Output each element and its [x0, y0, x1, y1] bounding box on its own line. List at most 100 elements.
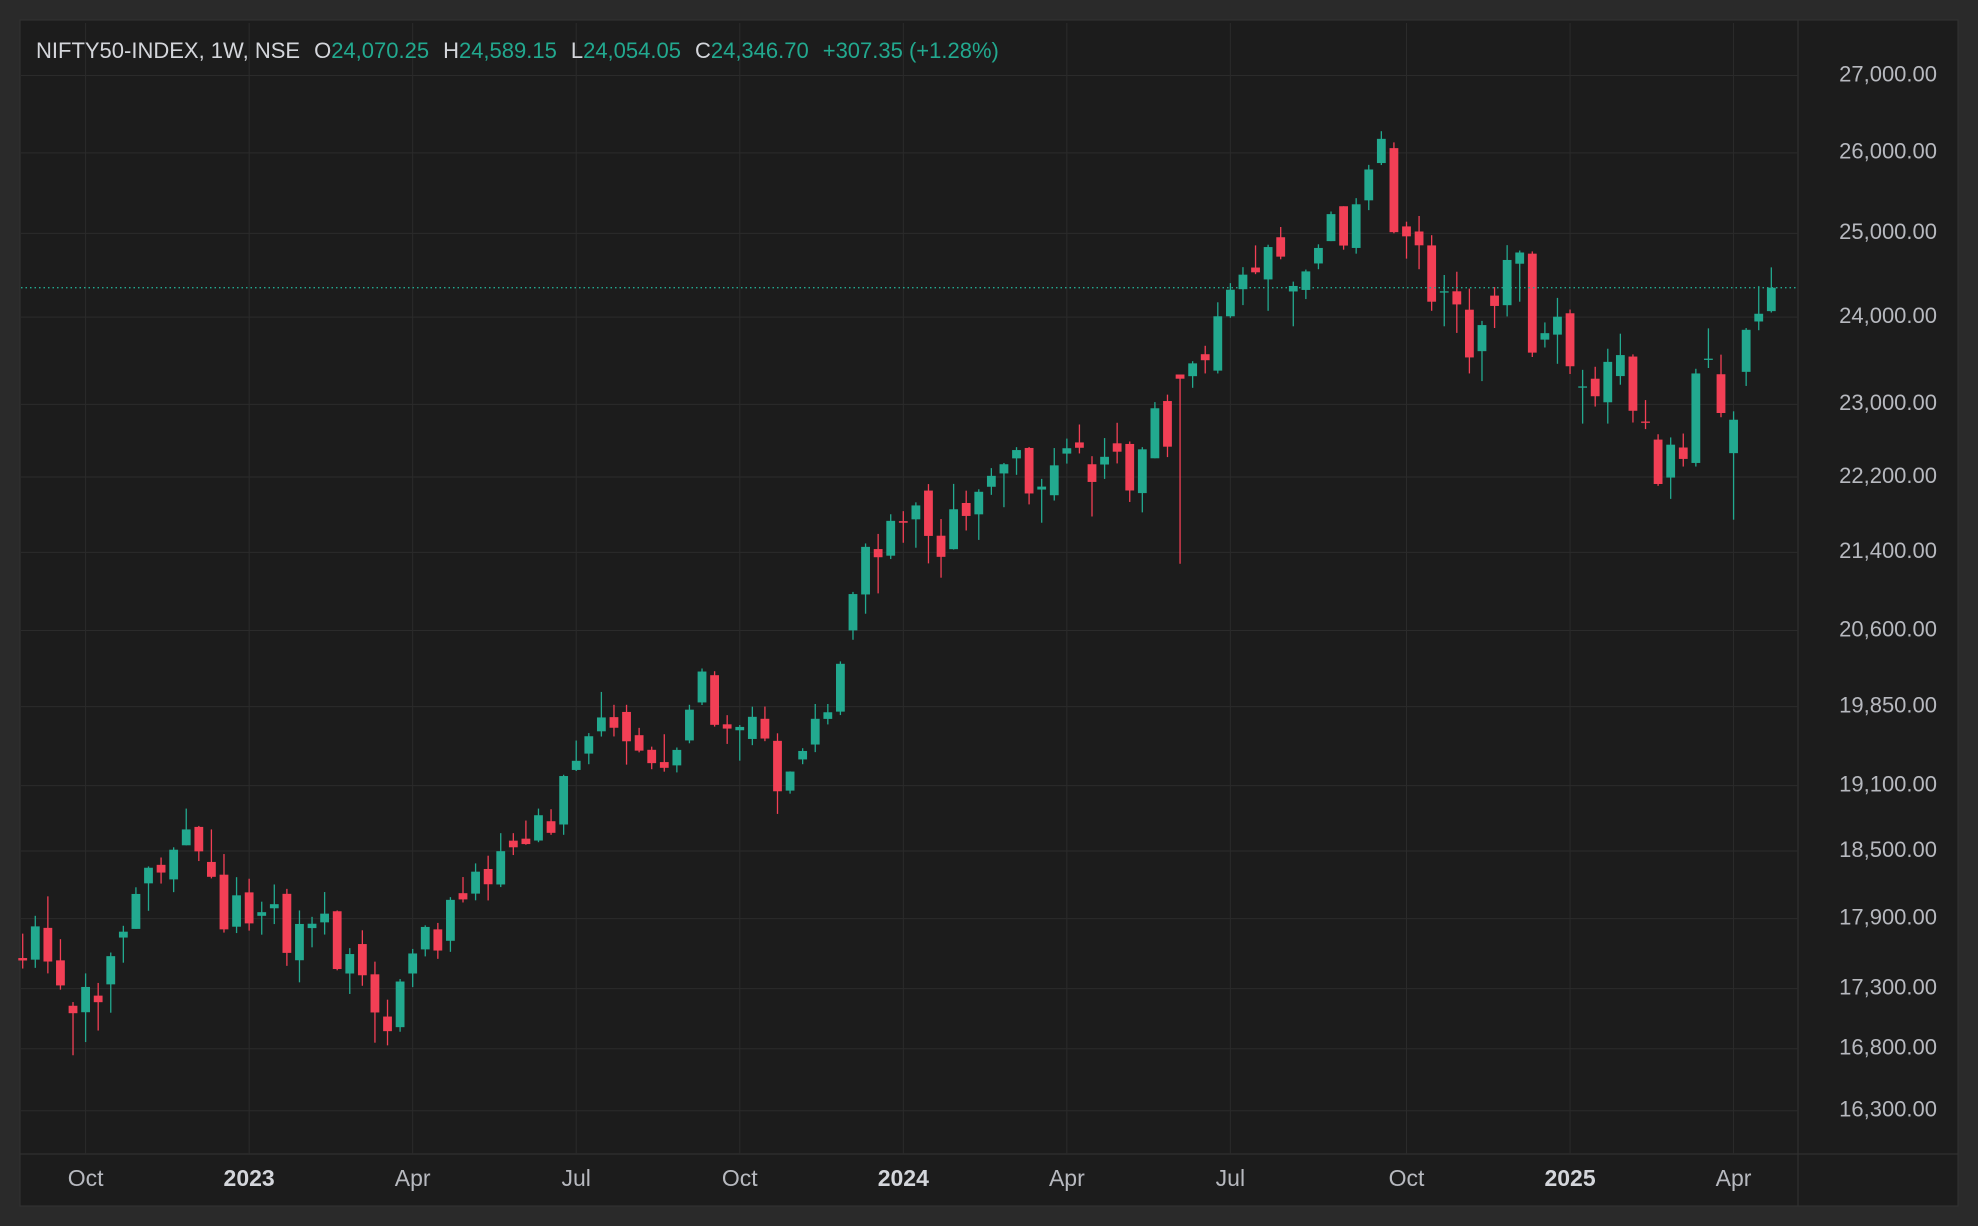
y-tick-label: 17,300.00 — [1839, 974, 1937, 999]
candle-body — [1414, 231, 1424, 246]
candle-body — [257, 912, 267, 916]
candle-body — [1678, 447, 1688, 459]
candle-body — [647, 749, 657, 764]
candle-body — [219, 874, 229, 930]
candle-body — [1024, 447, 1034, 494]
candle-body — [1754, 313, 1764, 322]
candle-body — [194, 826, 204, 852]
x-tick-label: 2025 — [1544, 1165, 1595, 1191]
y-tick-label: 24,000.00 — [1839, 303, 1937, 328]
candle-body — [181, 829, 191, 846]
x-tick-label: Apr — [1049, 1165, 1085, 1191]
candle-body — [571, 760, 581, 770]
y-tick-label: 21,400.00 — [1839, 538, 1937, 563]
candle-body — [1150, 408, 1160, 459]
candle-body — [1439, 291, 1449, 293]
candle-body — [156, 864, 166, 873]
candle-body — [1125, 443, 1135, 491]
candle-body — [1716, 374, 1726, 414]
candle-body — [1477, 325, 1487, 352]
candle-body — [395, 981, 405, 1028]
candle-body — [383, 1016, 392, 1032]
field-value: 24,070.25 — [331, 38, 429, 63]
candle-body — [1691, 373, 1701, 463]
candle-body — [1163, 401, 1172, 447]
candle-body — [823, 712, 833, 719]
candle-body — [68, 1005, 78, 1014]
x-tick-label: Apr — [395, 1165, 431, 1191]
candle-body — [735, 726, 745, 731]
candle-body — [320, 913, 330, 923]
candle-body — [1075, 442, 1084, 448]
header-line: NIFTY50-INDEX, 1W, NSE O24,070.25 H24,589.… — [36, 38, 999, 63]
candle-body — [1666, 444, 1676, 478]
candle-body — [1527, 253, 1537, 353]
candle-body — [886, 520, 896, 556]
candle-body — [1188, 363, 1198, 377]
candle-body — [659, 762, 669, 768]
candle-body — [722, 724, 732, 729]
candle-body — [370, 974, 380, 1013]
candle-body — [244, 892, 254, 924]
candle-body — [1427, 245, 1437, 302]
candle-body — [118, 931, 128, 938]
candle-body — [999, 464, 1009, 474]
candle-body — [131, 893, 141, 929]
candle-body — [961, 502, 971, 516]
field-key: H — [443, 38, 459, 63]
x-tick-label: Oct — [68, 1165, 104, 1191]
candle-body — [1364, 169, 1374, 201]
x-tick-label: 2024 — [878, 1165, 929, 1191]
candle-body — [30, 926, 40, 960]
candle-body — [1339, 206, 1348, 246]
candle-body — [1578, 386, 1588, 388]
candle-body — [1037, 486, 1047, 490]
candle-body — [1200, 354, 1210, 361]
candle-body — [1276, 237, 1286, 257]
candle-body — [1062, 448, 1072, 454]
candle-body — [1502, 259, 1512, 306]
x-tick-label: 2023 — [224, 1165, 275, 1191]
candle-body — [810, 718, 820, 745]
y-tick-label: 27,000.00 — [1839, 61, 1937, 86]
candle-body — [1452, 291, 1462, 305]
candle-body — [1100, 456, 1109, 465]
candle-body — [596, 717, 606, 732]
candle-body — [307, 923, 317, 929]
candle-body — [1012, 450, 1021, 459]
candle-body — [1376, 138, 1386, 164]
y-tick-label: 16,800.00 — [1839, 1035, 1937, 1060]
candle-body — [1729, 419, 1738, 454]
candle-body — [785, 771, 795, 791]
candle-body — [1251, 267, 1260, 273]
candle-body — [986, 475, 996, 487]
candle-body — [295, 923, 304, 961]
candle-body — [1465, 309, 1474, 358]
candle-body — [1288, 285, 1298, 292]
candle-body — [1628, 356, 1638, 411]
candle-body — [898, 521, 908, 523]
y-tick-label: 18,500.00 — [1839, 837, 1937, 862]
candle-body — [949, 509, 959, 550]
y-tick-label: 22,200.00 — [1839, 463, 1937, 488]
candle-body — [1137, 449, 1147, 494]
candle-body — [559, 776, 569, 825]
y-tick-label: 16,300.00 — [1839, 1097, 1937, 1122]
candle-body — [1766, 287, 1776, 312]
candle-body — [1263, 247, 1273, 280]
candle-body — [332, 911, 342, 970]
candle-body — [584, 736, 594, 754]
candle-body — [508, 840, 518, 848]
candle-body — [232, 895, 241, 927]
candle-body — [43, 927, 53, 962]
x-tick-label: Oct — [1389, 1165, 1425, 1191]
candle-body — [924, 490, 933, 536]
candle-body — [1389, 148, 1399, 233]
candle-body — [1175, 374, 1185, 379]
candle-body — [760, 718, 770, 739]
candle-body — [420, 926, 430, 950]
candle-body — [747, 716, 757, 739]
candle-body — [56, 960, 65, 986]
candle-body — [1213, 316, 1223, 371]
x-tick-label: Oct — [722, 1165, 758, 1191]
